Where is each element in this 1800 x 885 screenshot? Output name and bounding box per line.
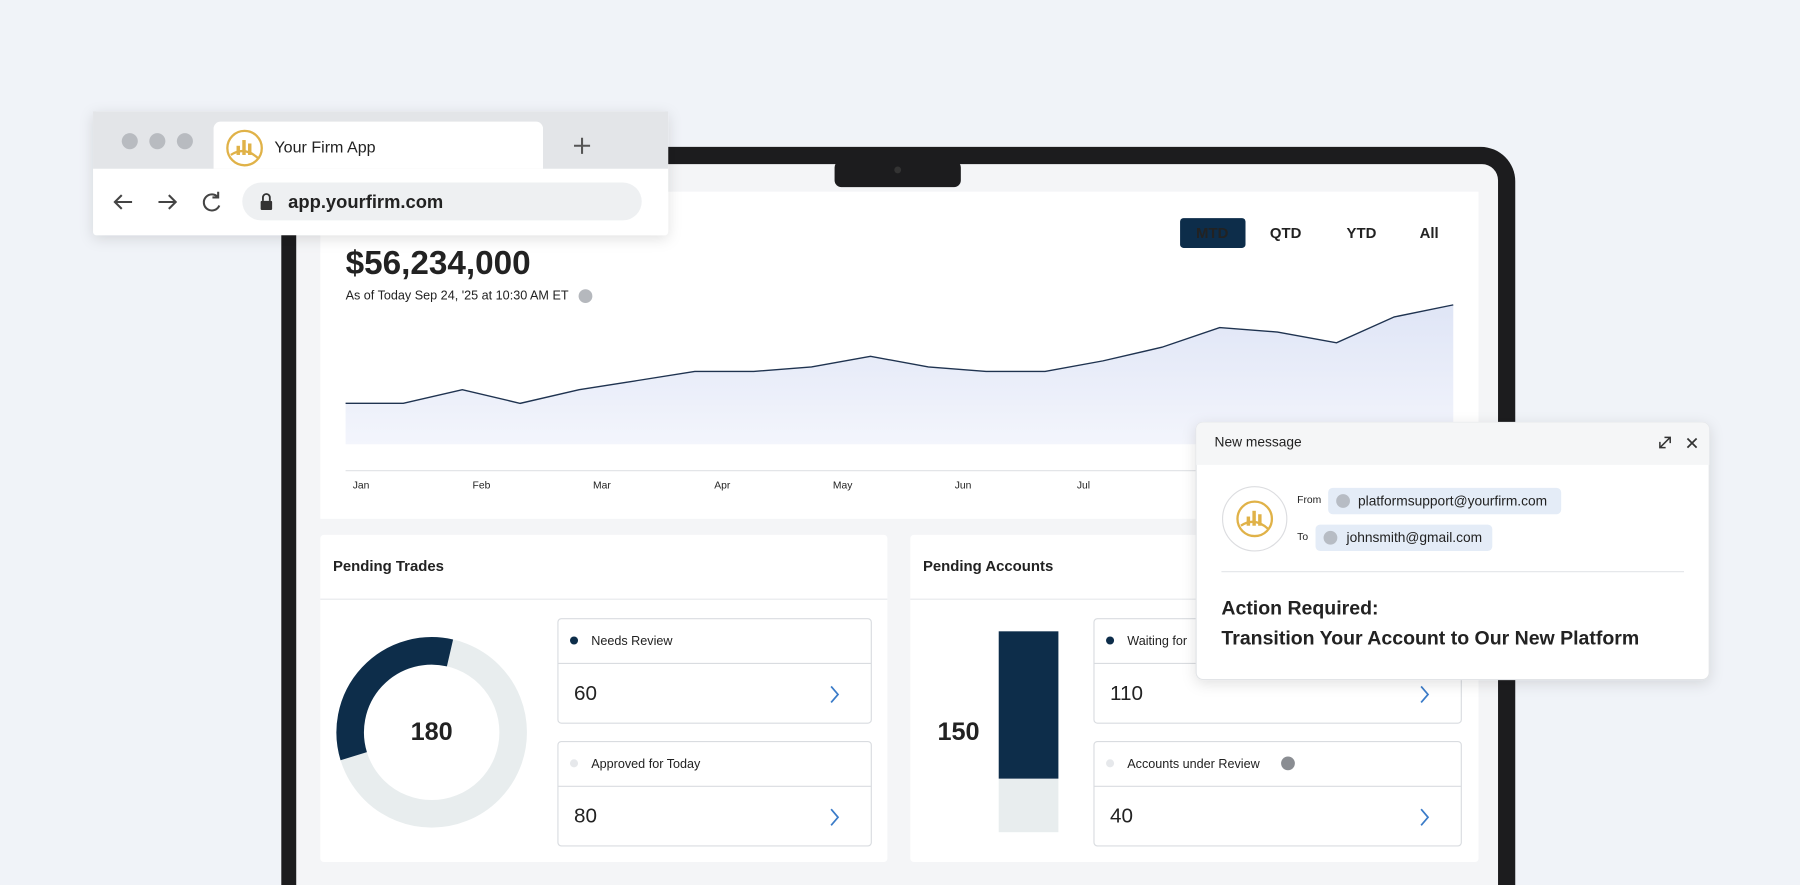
popup-header [1196, 422, 1710, 465]
from-address: platformsupport@yourfirm.com [1358, 493, 1547, 508]
period-button-active[interactable] [1180, 218, 1246, 248]
url: app.yourfirm.com [288, 191, 443, 212]
tab-logo [226, 129, 263, 167]
stat-card[interactable] [557, 740, 872, 847]
popup-title: New message [1215, 435, 1303, 450]
stat-label: Approved for Today [591, 757, 701, 771]
status-dot [1106, 759, 1115, 768]
window-dot [149, 133, 166, 150]
from-label: From [1297, 495, 1321, 506]
period-button[interactable]: YTD [1347, 225, 1377, 242]
from-chip [1328, 487, 1562, 515]
bar-segment [998, 631, 1059, 779]
x-tick-label: Mar [593, 480, 611, 491]
x-tick-label: Jul [1077, 480, 1090, 491]
notch [834, 160, 961, 188]
status-dot [569, 759, 579, 768]
to-address: johnsmith@gmail.com [1346, 530, 1483, 545]
lock-icon [260, 200, 273, 211]
balance: $56,234,000 [346, 245, 531, 282]
bar-total: 150 [937, 718, 979, 746]
stat-label: Needs Review [591, 634, 673, 648]
status-dot [1106, 636, 1115, 645]
to-chip [1315, 524, 1493, 551]
stat-label: Waiting for [1127, 634, 1187, 648]
info-icon [578, 289, 593, 304]
stat-value: 110 [1110, 682, 1143, 705]
tab[interactable] [213, 121, 544, 169]
expand-button[interactable] [1659, 436, 1671, 449]
camera [894, 166, 902, 174]
stat-label: Accounts under Review [1127, 757, 1260, 771]
donut-total: 180 [411, 718, 453, 746]
window-dot [176, 133, 193, 150]
as-of: As of Today Sep 24, '25 at 10:30 AM ET [346, 288, 569, 302]
status-dot [569, 636, 579, 645]
period-button[interactable]: QTD [1270, 225, 1302, 242]
chip-icon [1323, 530, 1338, 545]
chip-icon [1336, 494, 1350, 508]
period-button[interactable]: MTD [1196, 225, 1229, 242]
stat-value: 40 [1110, 805, 1133, 828]
subject-line: Transition Your Account to Our New Platf… [1221, 628, 1639, 650]
chevron[interactable] [1420, 808, 1430, 826]
stat-value: 60 [574, 682, 597, 705]
x-tick-label: Jan [353, 480, 370, 491]
stat-card[interactable] [557, 618, 872, 724]
lock-shackle [262, 193, 271, 201]
reload-button[interactable] [202, 191, 221, 212]
sender-logo [1236, 500, 1274, 538]
forward-button[interactable] [158, 194, 178, 210]
line [345, 304, 1454, 405]
x-tick-label: Apr [714, 480, 731, 491]
info-icon [1281, 756, 1295, 771]
donut-segment [336, 637, 454, 761]
card-title: Pending Accounts [923, 558, 1053, 575]
x-tick-label: Feb [473, 480, 491, 491]
bar-segment [998, 778, 1059, 833]
close-button[interactable] [1686, 437, 1698, 449]
back-button[interactable] [113, 194, 133, 210]
chevron[interactable] [830, 685, 840, 704]
x-tick-label: May [833, 480, 853, 491]
card-title: Pending Trades [333, 558, 444, 575]
stat-card[interactable] [1093, 740, 1462, 847]
new-tab[interactable] [574, 137, 591, 154]
area [345, 304, 1454, 445]
chevron[interactable] [1420, 685, 1430, 704]
window-dot [121, 133, 138, 150]
period-button[interactable]: All [1420, 225, 1439, 242]
subject-line: Action Required: [1221, 598, 1378, 620]
url-bar[interactable] [242, 182, 642, 221]
stat-value: 80 [574, 805, 597, 828]
x-tick-label: Jun [955, 480, 972, 491]
to-label: To [1297, 532, 1308, 543]
tab-title: Your Firm App [274, 138, 375, 156]
chevron[interactable] [830, 808, 840, 826]
